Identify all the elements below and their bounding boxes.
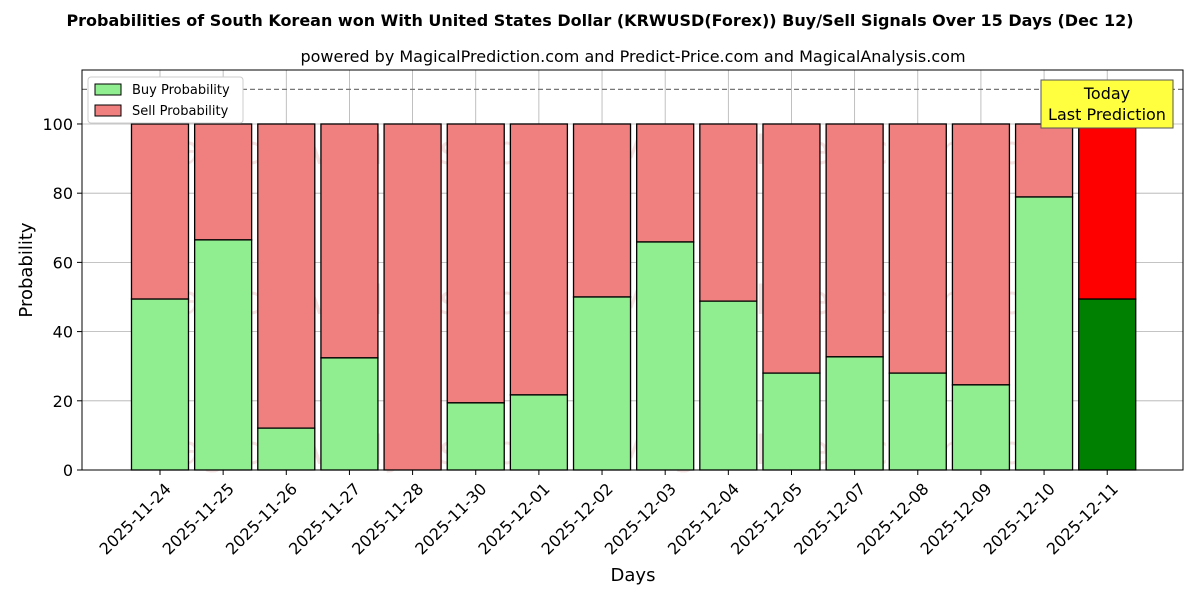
sell-bar — [888, 123, 947, 374]
plot-frame — [81, 69, 1184, 471]
buy-bar — [257, 427, 316, 471]
today-annotation: Today Last Prediction — [1040, 79, 1174, 129]
sell-bar — [383, 123, 442, 471]
legend-label-buy: Buy Probability — [132, 83, 230, 98]
y-tick-label: 20 — [53, 392, 73, 411]
sell-bar — [320, 123, 379, 359]
sell-bar — [762, 123, 821, 374]
legend-label-sell: Sell Probability — [132, 104, 229, 119]
buy-bar — [951, 384, 1011, 471]
sell-bar — [699, 123, 758, 302]
chart-subtitle: powered by MagicalPrediction.com and Pre… — [300, 47, 965, 66]
annotation-line1: Today — [1083, 84, 1130, 103]
buy-bar — [193, 239, 253, 471]
sell-bar — [257, 123, 316, 429]
buy-bar — [1078, 298, 1137, 471]
y-tick-label: 80 — [53, 184, 73, 203]
chart-title: Probabilities of South Korean won With U… — [66, 11, 1133, 30]
buy-bar — [572, 296, 632, 471]
sell-bar — [825, 123, 884, 358]
y-axis-label: Probability — [16, 222, 37, 317]
buy-bar — [320, 357, 379, 471]
buy-bar — [825, 356, 884, 471]
sell-bar — [951, 123, 1011, 386]
buy-bar — [130, 298, 190, 471]
buy-bar — [446, 402, 505, 471]
buy-bar — [888, 372, 947, 471]
sell-bar — [1078, 123, 1137, 300]
legend-swatch-sell — [94, 104, 122, 117]
sell-bar — [572, 123, 632, 298]
annotation-line2: Last Prediction — [1048, 105, 1166, 124]
y-tick-label: 100 — [42, 115, 73, 134]
legend-box — [87, 76, 244, 124]
sell-bar — [509, 123, 569, 396]
sell-bar — [130, 123, 190, 300]
sell-bar — [636, 123, 695, 243]
x-axis-label: Days — [611, 565, 656, 586]
buy-bar — [509, 394, 569, 471]
sell-bar — [446, 123, 505, 404]
sell-bar — [193, 123, 253, 241]
sell-bar — [1014, 123, 1074, 198]
buy-bar — [1014, 196, 1074, 471]
legend: Buy Probability Sell Probability — [87, 76, 244, 124]
annotation-box — [1040, 79, 1174, 129]
y-tick-label: 40 — [53, 323, 73, 342]
y-tick-label: 60 — [53, 253, 73, 272]
buy-bar — [699, 300, 758, 471]
buy-bar — [762, 372, 821, 471]
y-tick-label: 0 — [63, 461, 73, 480]
buy-bar — [636, 241, 695, 471]
legend-swatch-buy — [94, 83, 122, 96]
